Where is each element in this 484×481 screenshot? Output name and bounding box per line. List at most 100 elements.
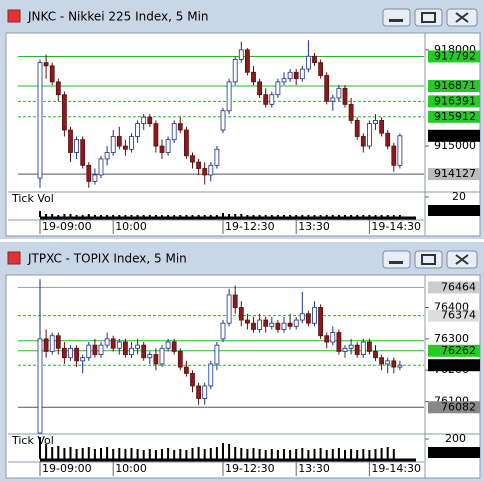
candle-body <box>74 139 79 153</box>
maximize-icon <box>421 254 436 265</box>
candle-body <box>220 110 226 131</box>
volume-bar <box>350 449 353 459</box>
volume-bar <box>283 215 285 217</box>
candle-body <box>86 164 92 182</box>
volume-bar <box>39 437 41 459</box>
candle-body <box>68 129 73 153</box>
candle-body <box>348 344 354 349</box>
candle-body <box>324 75 330 102</box>
volume-bar <box>63 214 66 217</box>
volume-bar <box>374 215 377 217</box>
volume-bar <box>179 449 182 459</box>
candle-body <box>208 164 214 176</box>
volume-bar <box>173 450 176 459</box>
volume-bar <box>252 215 255 217</box>
price-tag-label: 915320 <box>434 129 476 142</box>
volume-bar <box>75 215 78 217</box>
candle-body <box>299 68 305 80</box>
candle-body <box>141 116 147 125</box>
price-tag-label: 76464 <box>441 280 476 293</box>
volume-bar <box>209 215 212 217</box>
volume-bar <box>368 450 371 459</box>
candle-body <box>318 62 324 76</box>
candle-body <box>263 94 269 105</box>
volume-bar <box>234 447 237 459</box>
minimize-button[interactable] <box>382 250 411 269</box>
volume-bar <box>276 450 279 459</box>
candle-body <box>202 168 208 176</box>
volume-bar <box>136 449 139 459</box>
volume-bar <box>289 215 292 217</box>
maximize-button[interactable] <box>414 250 443 269</box>
volume-bar <box>258 449 261 459</box>
x-tick-label: 19-09:00 <box>42 462 92 475</box>
candle-body <box>129 347 134 355</box>
candle-body <box>263 319 269 327</box>
candle-body <box>74 347 79 362</box>
candle-body <box>110 338 116 349</box>
volume-bar <box>100 215 102 217</box>
volume-bar <box>154 450 157 459</box>
candle-body <box>135 344 141 349</box>
candle-body <box>104 338 110 346</box>
candle-body <box>391 145 397 166</box>
candle-body <box>312 307 317 324</box>
window-1: JNKC - Nikkei 225 Index, 5 Min <box>0 0 484 239</box>
volume-bar <box>307 450 310 459</box>
price-tag <box>428 80 480 93</box>
candle-body <box>86 344 92 359</box>
volume-bar <box>81 215 84 217</box>
volume-bar <box>112 449 115 459</box>
candle-body <box>366 123 372 147</box>
candle-body <box>98 158 104 176</box>
candle-body <box>336 87 342 99</box>
volume-bar <box>313 449 316 459</box>
candle-body <box>129 136 134 150</box>
price-tag-label: 916391 <box>434 94 476 107</box>
x-tick-label: 10:00 <box>115 462 147 475</box>
price-tag <box>428 344 480 357</box>
volume-bar <box>392 449 395 459</box>
volume-bar <box>124 215 127 217</box>
volume-bar <box>295 215 298 217</box>
maximize-button[interactable] <box>414 8 443 27</box>
candle-body <box>196 161 202 169</box>
candle-body <box>373 119 378 125</box>
candle-body <box>159 145 165 153</box>
volume-bar <box>270 215 273 217</box>
candle-body <box>62 347 67 359</box>
volume-bar <box>45 444 48 459</box>
minimize-button[interactable] <box>382 8 411 27</box>
candle-body <box>110 136 116 153</box>
candle-body <box>238 307 244 321</box>
volume-bar <box>264 215 267 217</box>
candle-body <box>366 341 372 352</box>
volume-bar <box>374 449 377 459</box>
volume-bar <box>234 214 237 217</box>
volume-bar <box>398 215 401 217</box>
candle-body <box>92 174 98 182</box>
candle-body <box>165 341 171 349</box>
candle-body <box>397 135 403 166</box>
price-tag-label: 76374 <box>441 309 476 322</box>
price-tag-label: 76216 <box>441 358 476 371</box>
candle-body <box>153 123 159 147</box>
candle-body <box>37 62 43 179</box>
volume-bar <box>337 448 340 459</box>
x-tick-label: 19-14:30 <box>371 220 421 233</box>
candle-body <box>196 385 202 399</box>
volume-bar <box>45 214 48 217</box>
volume-bar <box>289 450 292 459</box>
y-tick-label: 76300 <box>434 332 469 345</box>
candle-body <box>348 103 354 121</box>
chart-area <box>5 32 481 237</box>
volume-bar <box>319 215 322 217</box>
minimize-icon <box>389 19 403 22</box>
volume-bar <box>240 214 243 217</box>
volume-bar <box>264 450 267 459</box>
candle-body <box>275 81 281 96</box>
window-2: JTPXC - TOPIX Index, 5 Min <box>0 242 484 481</box>
price-tag-label: 76082 <box>441 400 476 413</box>
volume-bar <box>118 448 121 459</box>
volume-bar <box>167 448 170 459</box>
